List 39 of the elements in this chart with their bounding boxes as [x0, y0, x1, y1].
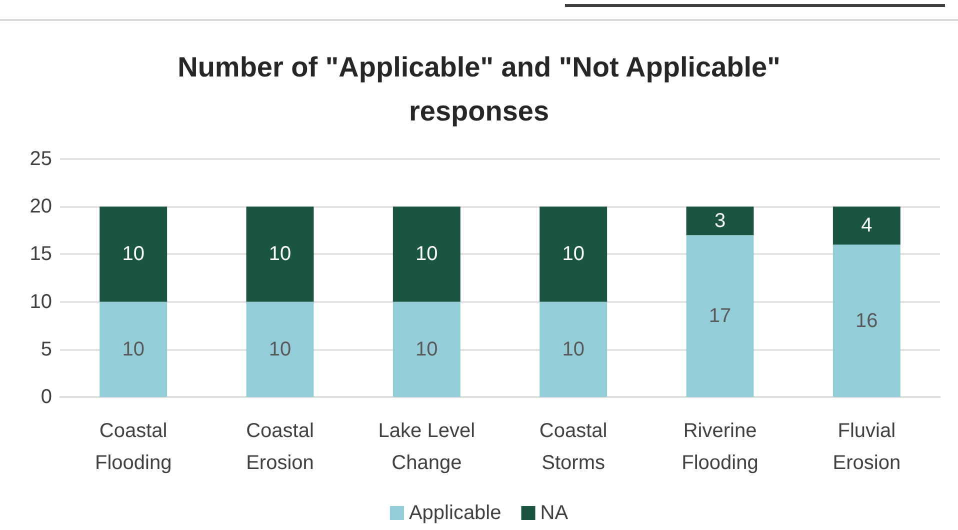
data-label: 10 — [268, 338, 292, 360]
bar — [540, 206, 608, 302]
data-label: 16 — [856, 310, 878, 332]
x-tick-label: Coastal Erosion — [246, 420, 314, 474]
legend-label: NA — [540, 502, 569, 524]
bar — [246, 206, 314, 302]
legend-label: Applicable — [408, 502, 502, 524]
data-label: 4 — [861, 214, 872, 237]
bar — [686, 206, 754, 236]
bar — [392, 302, 460, 397]
y-tick-label: 5 — [40, 338, 52, 360]
x-tick-label: Lake Level Change — [378, 420, 476, 474]
data-label: 10 — [122, 338, 144, 360]
data-label: 3 — [714, 210, 726, 232]
data-label: 10 — [562, 243, 584, 266]
bar — [100, 302, 168, 397]
bar — [686, 235, 754, 397]
data-label: 10 — [562, 338, 584, 360]
bar — [392, 206, 460, 302]
x-tick-label: Coastal Storms — [539, 420, 608, 474]
x-tick-label: Fluvial Erosion — [832, 420, 901, 474]
bar — [540, 302, 608, 397]
chart-title: Number of "Applicable" and "Not Applicable" responses — [178, 52, 780, 126]
x-tick-label: Riverine Flooding — [682, 420, 758, 474]
data-label: 17 — [708, 305, 732, 328]
y-tick-label: 15 — [30, 243, 52, 266]
data-label: 10 — [416, 243, 438, 266]
bar — [832, 244, 900, 397]
x-tick-label: Coastal Flooding — [94, 420, 172, 474]
bar — [832, 206, 900, 245]
y-tick-label: 25 — [30, 148, 52, 170]
data-label: 10 — [416, 338, 438, 360]
data-label: 10 — [268, 243, 292, 266]
data-label: 10 — [122, 243, 144, 266]
bar — [246, 302, 314, 397]
y-tick-label: 20 — [30, 196, 52, 218]
bar — [100, 206, 168, 302]
y-tick-label: 10 — [30, 290, 52, 313]
y-tick-label: 0 — [40, 386, 52, 408]
